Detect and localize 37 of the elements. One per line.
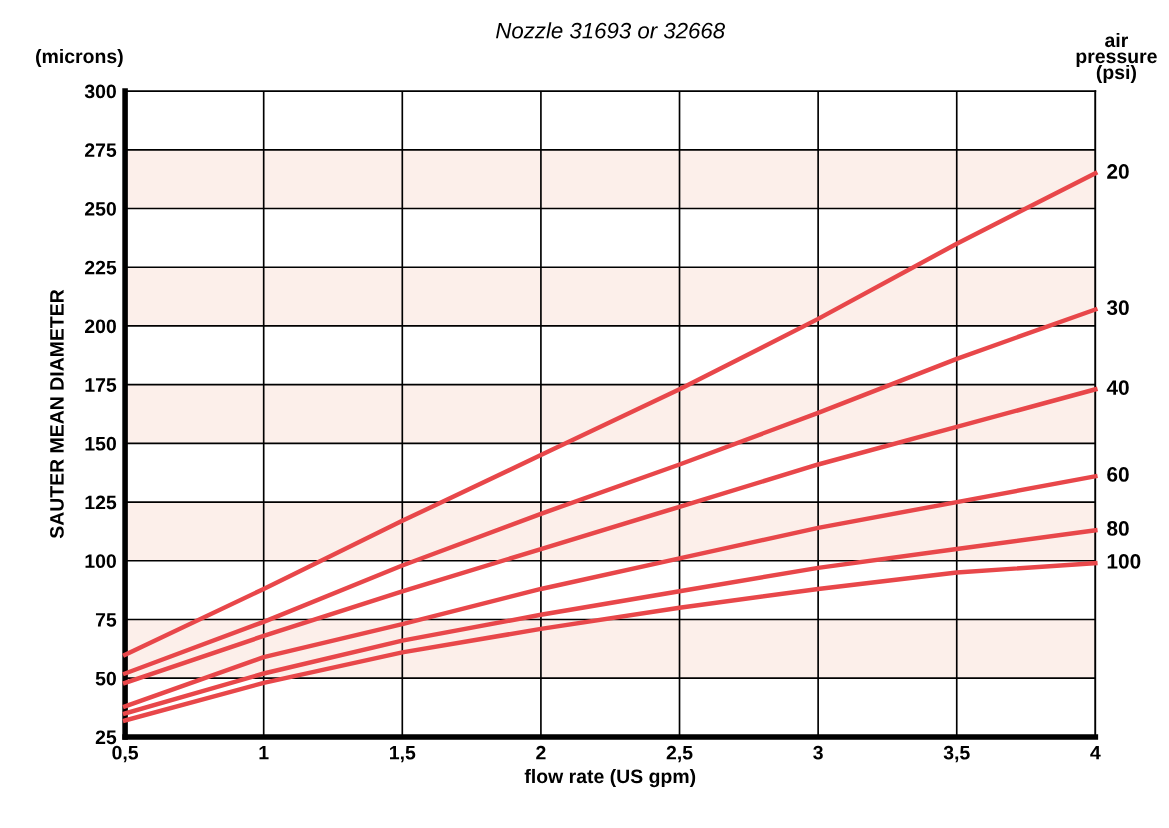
x-tick-label: 2: [536, 745, 546, 760]
y-tick-label: 100: [85, 554, 116, 569]
y-tick-label: 225: [84, 260, 117, 275]
series-label: 30: [1106, 300, 1129, 316]
text: air pressure (psi): [1076, 32, 1157, 84]
x-axis-title: flow rate (US gpm): [524, 768, 696, 788]
x-tick-label: 1,5: [390, 745, 416, 763]
x-tick-label: 0,5: [112, 745, 139, 763]
series-label: 80: [1107, 521, 1129, 536]
y-tick-label: 125: [85, 495, 117, 510]
series-label: 40: [1106, 380, 1129, 395]
line-series: [122, 474, 1098, 709]
x-tick-label: 3: [813, 745, 823, 760]
chart-title: Nozzle 31693 or 32668: [496, 22, 725, 39]
line-series: [122, 171, 1098, 657]
y-axis-title: SAUTER MEAN DIAMETER: [50, 289, 64, 539]
x-tick-label: 3,5: [943, 745, 970, 763]
line-series: [122, 560, 1098, 723]
line-series: [122, 387, 1098, 686]
y-tick-label: 300: [84, 84, 116, 99]
x-tick-label: 1: [259, 745, 269, 760]
line-series: [122, 307, 1098, 676]
y-tick-label: 75: [95, 613, 117, 627]
y-tick-label: 50: [95, 671, 116, 686]
y-tick-label: 150: [85, 436, 116, 451]
series-label: 60: [1107, 467, 1129, 482]
x-tick-label: 4: [1090, 745, 1101, 760]
y-tick-label: 275: [84, 143, 117, 158]
text: (microns): [36, 48, 123, 68]
series-label: 20: [1107, 164, 1129, 179]
line-series: [122, 528, 1098, 716]
x-tick-label: 2,5: [666, 745, 693, 763]
series-label: 100: [1107, 553, 1141, 569]
y-tick-label: 200: [84, 319, 116, 334]
y-tick-label: 250: [84, 201, 116, 216]
y-tick-label: 25: [95, 730, 117, 745]
y-tick-label: 175: [85, 378, 117, 392]
